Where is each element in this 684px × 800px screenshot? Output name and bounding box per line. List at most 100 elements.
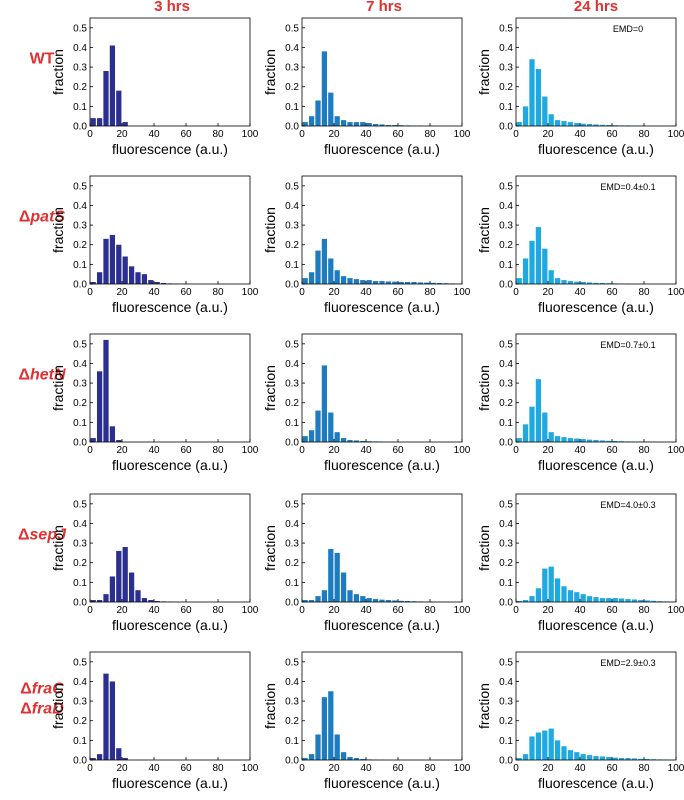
- y-tick-label: 0.0: [499, 280, 513, 291]
- histogram-bar: [650, 600, 657, 602]
- x-tick-label: 0: [513, 445, 519, 456]
- histogram-bar: [548, 114, 554, 126]
- histogram-bar: [548, 432, 554, 442]
- x-tick-label: 20: [542, 605, 554, 616]
- histogram-bar: [516, 601, 522, 602]
- histogram-bar: [599, 756, 606, 760]
- x-tick-label: 20: [328, 763, 340, 774]
- histogram-bar: [328, 412, 334, 442]
- x-tick-label: 20: [116, 445, 128, 456]
- row-header-prefix: Δ: [20, 700, 32, 717]
- column-header: 3 hrs: [154, 0, 190, 15]
- x-tick-label: 40: [148, 445, 160, 456]
- y-tick-label: 0.4: [285, 677, 299, 688]
- emd-annotation: EMD=2.9±0.3: [600, 658, 655, 668]
- histogram-bar: [548, 728, 554, 760]
- histogram-bar: [554, 120, 561, 126]
- histogram-bar: [574, 592, 580, 602]
- histogram-bar: [574, 281, 580, 284]
- histogram-bar: [535, 227, 542, 284]
- row-header-prefix: Δ: [20, 680, 32, 697]
- histogram-bar: [392, 125, 398, 126]
- y-tick-label: 0.1: [73, 418, 87, 429]
- histogram-bar: [353, 758, 360, 760]
- emd-annotation: EMD=0: [613, 24, 643, 34]
- x-tick-label: 100: [454, 605, 471, 616]
- histogram-bar: [424, 282, 430, 284]
- x-tick-label: 40: [360, 605, 372, 616]
- x-tick-label: 80: [424, 763, 436, 774]
- histogram-bar: [308, 272, 315, 284]
- x-tick-label: 40: [360, 763, 372, 774]
- histogram-bar: [542, 248, 548, 284]
- y-tick-label: 0.5: [73, 23, 87, 34]
- histogram-bar: [90, 282, 96, 284]
- y-axis-label: fraction: [262, 207, 278, 253]
- histogram-bar: [606, 125, 612, 126]
- histogram-bar: [353, 594, 360, 602]
- x-tick-label: 100: [668, 129, 684, 140]
- y-tick-label: 0.5: [285, 23, 299, 34]
- histogram-bar: [606, 598, 612, 602]
- y-tick-label: 0.2: [285, 82, 299, 93]
- x-axis-label: fluorescence (a.u.): [112, 299, 228, 315]
- plot-frame: [89, 175, 251, 285]
- y-tick-label: 0.2: [285, 558, 299, 569]
- histogram-bar: [644, 759, 650, 760]
- histogram-bar: [135, 590, 141, 602]
- histogram-bar: [96, 754, 103, 760]
- y-tick-label: 0.0: [499, 598, 513, 609]
- y-tick-label: 0.1: [73, 736, 87, 747]
- y-tick-label: 0.3: [73, 539, 87, 550]
- histogram-bar: [360, 280, 366, 284]
- x-tick-label: 80: [212, 129, 224, 140]
- y-tick-label: 0.0: [499, 122, 513, 133]
- plot-frame: [515, 17, 677, 127]
- histogram-bar: [116, 748, 122, 760]
- histogram-bar: [109, 576, 116, 602]
- x-tick-label: 0: [87, 445, 93, 456]
- histogram-bar: [417, 282, 424, 284]
- x-tick-label: 80: [424, 605, 436, 616]
- x-tick-label: 100: [668, 445, 684, 456]
- x-tick-label: 40: [148, 605, 160, 616]
- histogram-bar: [586, 755, 593, 760]
- histogram-bar: [103, 594, 109, 602]
- x-tick-label: 100: [668, 605, 684, 616]
- x-tick-label: 40: [360, 129, 372, 140]
- histogram-bar: [96, 118, 103, 126]
- y-tick-label: 0.4: [499, 359, 513, 370]
- histogram-panel: 0 20 40 60 80 100 0.0 0.1 0.2 0.3 0.4 0.5 fluorescen…: [50, 17, 259, 157]
- y-tick-label: 0.3: [285, 539, 299, 550]
- x-tick-label: 20: [542, 287, 554, 298]
- x-tick-label: 100: [668, 763, 684, 774]
- y-tick-label: 0.4: [73, 43, 87, 54]
- histogram-panel: 0 20 40 60 80 100 0.0 0.1 0.2 0.3 0.4 0.5 fluorescen…: [262, 493, 471, 633]
- histogram-bar: [542, 730, 548, 760]
- x-tick-label: 40: [148, 287, 160, 298]
- x-axis-label: fluorescence (a.u.): [112, 457, 228, 473]
- histogram-bar: [379, 281, 385, 284]
- y-tick-label: 0.4: [285, 519, 299, 530]
- histogram-bar: [109, 45, 116, 127]
- x-tick-label: 0: [299, 287, 305, 298]
- histogram-bar: [302, 600, 308, 602]
- y-tick-label: 0.0: [499, 756, 513, 767]
- x-tick-label: 80: [212, 763, 224, 774]
- y-tick-label: 0.1: [285, 418, 299, 429]
- histogram-bar: [599, 598, 606, 602]
- histogram-bar: [625, 599, 631, 602]
- histogram-bar: [612, 757, 618, 760]
- x-tick-label: 60: [606, 129, 618, 140]
- y-tick-label: 0.2: [73, 716, 87, 727]
- y-tick-label: 0.3: [285, 63, 299, 74]
- x-tick-label: 0: [513, 605, 519, 616]
- y-tick-label: 0.2: [73, 240, 87, 251]
- histogram-bar: [360, 596, 366, 602]
- histogram-bar: [606, 440, 612, 442]
- y-axis-label: fraction: [476, 525, 492, 571]
- histogram-bar: [593, 440, 599, 442]
- histogram-bar: [561, 746, 567, 760]
